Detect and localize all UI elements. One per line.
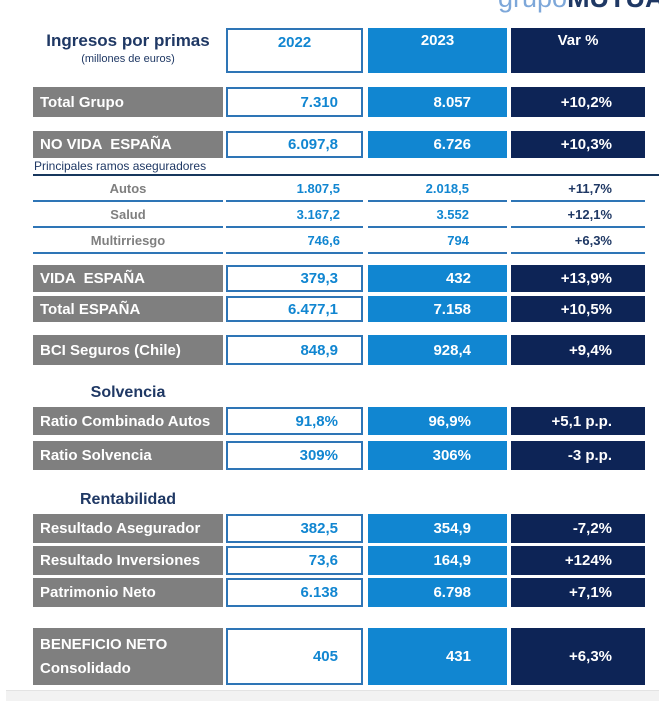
value-2023: 431 [368, 628, 507, 685]
row-label: Resultado Inversiones [33, 546, 223, 575]
row-label: Total Grupo [33, 87, 223, 117]
value-var: +9,4% [511, 335, 645, 365]
value-2022: 379,3 [226, 265, 363, 292]
value-var: +6,3% [511, 228, 645, 254]
value-2023: 794 [368, 228, 507, 254]
value-var: +10,3% [511, 131, 645, 158]
value-2022: 3.167,2 [226, 202, 363, 228]
row-label: Autos [33, 177, 223, 202]
section-solvencia: Solvencia [90, 384, 166, 401]
value-2022: 91,8% [226, 407, 363, 435]
value-var: +5,1 p.p. [511, 407, 645, 435]
value-2023: 2.018,5 [368, 177, 507, 202]
value-2022: 382,5 [226, 514, 363, 543]
value-var: +10,2% [511, 87, 645, 117]
row-label-line2: Consolidado [40, 659, 131, 677]
row-ratio-combinado-autos: Ratio Combinado Autos 91,8% 96,9% +5,1 p… [0, 407, 659, 435]
value-var: +124% [511, 546, 645, 575]
section-principales-ramos: Principales ramos aseguradores [34, 159, 207, 173]
row-total-espana: Total ESPAÑA 6.477,1 7.158 +10,5% [0, 296, 659, 322]
row-label-line1: BENEFICIO NETO [40, 636, 168, 654]
value-2023: 96,9% [368, 407, 507, 435]
row-label: Salud [33, 202, 223, 228]
row-resultado-inversiones: Resultado Inversiones 73,6 164,9 +124% [0, 546, 659, 575]
row-label: Patrimonio Neto [33, 578, 223, 607]
row-label: Ratio Solvencia [33, 441, 223, 470]
divider-line [33, 174, 659, 176]
value-2023: 3.552 [368, 202, 507, 228]
value-2022: 7.310 [226, 87, 363, 117]
row-bci-seguros-chile: BCI Seguros (Chile) 848,9 928,4 +9,4% [0, 335, 659, 365]
row-label: Multirriesgo [33, 228, 223, 254]
value-2023: 306% [368, 441, 507, 470]
value-2023: 432 [368, 265, 507, 292]
value-2023: 6.726 [368, 131, 507, 158]
row-salud: Salud 3.167,2 3.552 +12,1% [0, 202, 659, 228]
logo-text-mutua: MUTUA [567, 0, 659, 13]
grupo-mutua-logo: grupoMUTUA [498, 0, 659, 14]
value-var: +12,1% [511, 202, 645, 228]
section-rentabilidad: Rentabilidad [79, 491, 176, 508]
value-var: -3 p.p. [511, 441, 645, 470]
value-2022: 309% [226, 441, 363, 470]
value-2023: 8.057 [368, 87, 507, 117]
value-2023: 928,4 [368, 335, 507, 365]
value-var: +10,5% [511, 296, 645, 322]
value-2022: 746,6 [226, 228, 363, 254]
row-multirriesgo: Multirriesgo 746,6 794 +6,3% [0, 228, 659, 254]
row-label: Total ESPAÑA [33, 296, 223, 322]
value-2023: 6.798 [368, 578, 507, 607]
header-row: 2022 2023 Var % [0, 28, 659, 73]
table-title-block: Ingresos por primas (millones de euros) [33, 31, 223, 65]
value-2022: 6.477,1 [226, 296, 363, 322]
row-label: Ratio Combinado Autos [33, 407, 223, 435]
row-label: NO VIDA ESPAÑA [33, 131, 223, 158]
row-no-vida-espana: NO VIDA ESPAÑA 6.097,8 6.726 +10,3% [0, 131, 659, 158]
value-2022: 6.138 [226, 578, 363, 607]
value-var: +6,3% [511, 628, 645, 685]
value-2023: 164,9 [368, 546, 507, 575]
value-2022: 848,9 [226, 335, 363, 365]
row-resultado-asegurador: Resultado Asegurador 382,5 354,9 -7,2% [0, 514, 659, 543]
value-var: -7,2% [511, 514, 645, 543]
value-var: +13,9% [511, 265, 645, 292]
table-title: Ingresos por primas [46, 31, 210, 50]
row-autos: Autos 1.807,5 2.018,5 +11,7% [0, 177, 659, 202]
table-subtitle: (millones de euros) [81, 53, 175, 65]
value-2022: 73,6 [226, 546, 363, 575]
row-total-grupo: Total Grupo 7.310 8.057 +10,2% [0, 87, 659, 117]
value-2023: 354,9 [368, 514, 507, 543]
row-label: BCI Seguros (Chile) [33, 335, 223, 365]
value-var: +7,1% [511, 578, 645, 607]
row-patrimonio-neto: Patrimonio Neto 6.138 6.798 +7,1% [0, 578, 659, 607]
row-label: Resultado Asegurador [33, 514, 223, 543]
slide-bottom-edge [6, 690, 659, 701]
column-header-var: Var % [511, 28, 645, 73]
value-var: +11,7% [511, 177, 645, 202]
column-header-2023: 2023 [368, 28, 507, 73]
row-label: VIDA ESPAÑA [33, 265, 223, 292]
value-2022: 405 [226, 628, 363, 685]
row-beneficio-neto-consolidado: BENEFICIO NETO Consolidado 405 431 +6,3% [0, 628, 659, 685]
row-ratio-solvencia: Ratio Solvencia 309% 306% -3 p.p. [0, 441, 659, 470]
row-vida-espana: VIDA ESPAÑA 379,3 432 +13,9% [0, 265, 659, 292]
value-2023: 7.158 [368, 296, 507, 322]
row-label: BENEFICIO NETO Consolidado [33, 628, 223, 685]
logo-text-grupo: grupo [498, 0, 567, 13]
value-2022: 1.807,5 [226, 177, 363, 202]
value-2022: 6.097,8 [226, 131, 363, 158]
column-header-2022: 2022 [226, 28, 363, 73]
